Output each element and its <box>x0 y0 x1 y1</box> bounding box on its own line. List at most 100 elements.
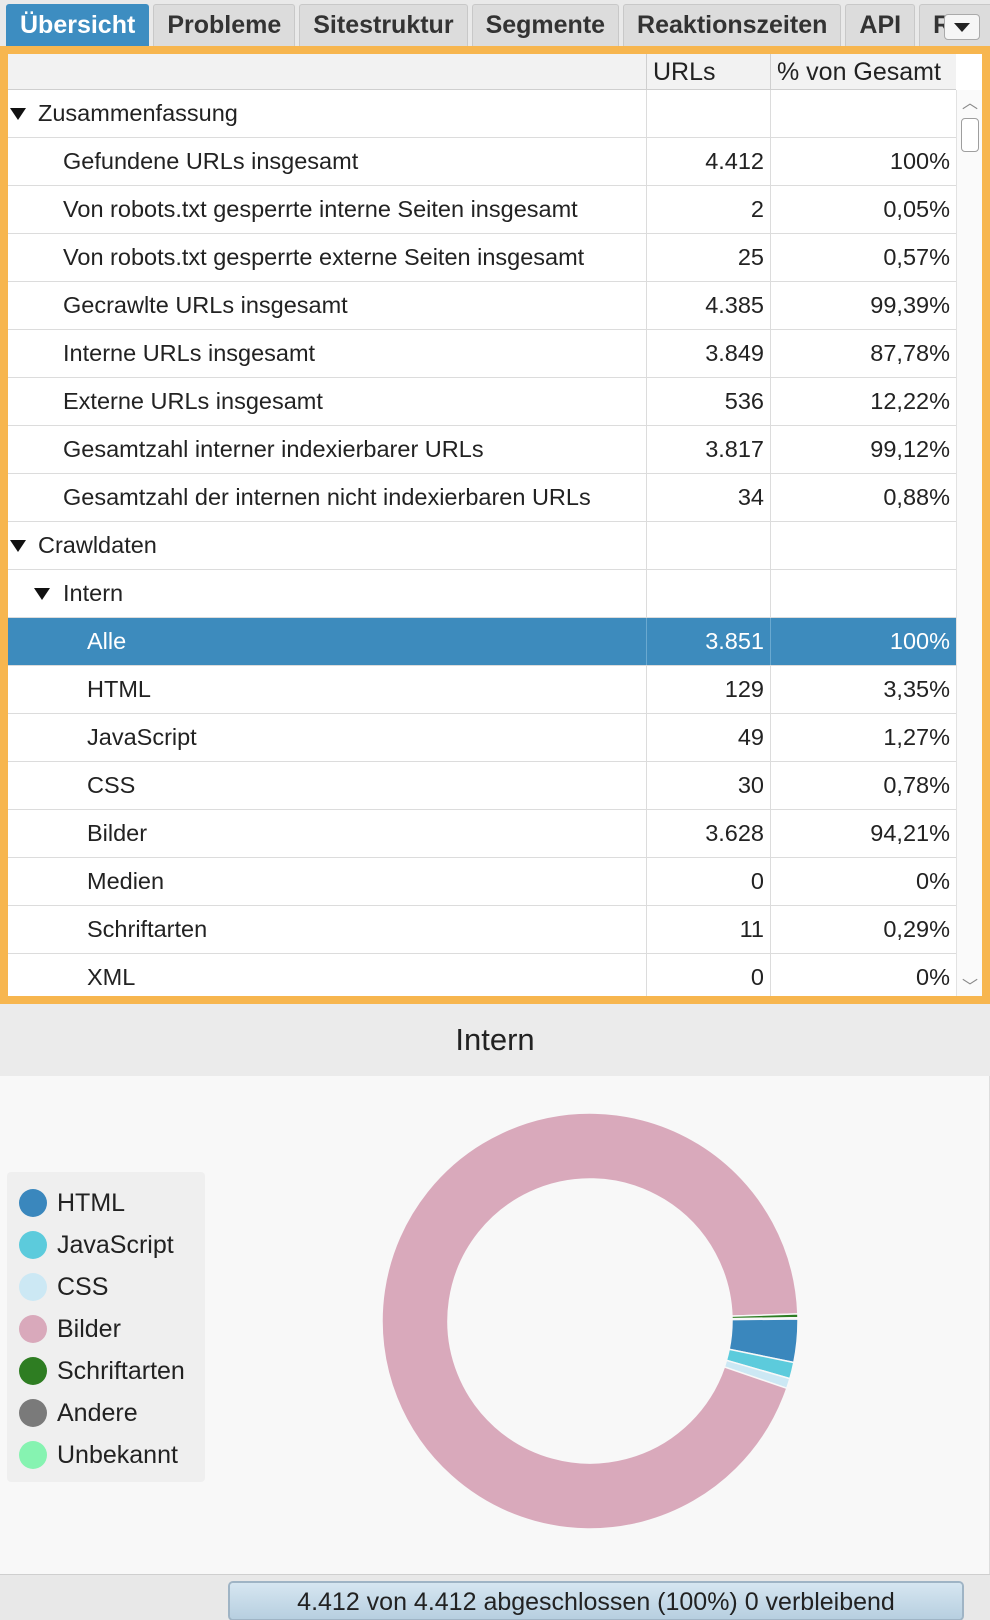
tab-reaktionszeiten[interactable]: Reaktionszeiten <box>623 4 842 46</box>
row-label: Gesamtzahl interner indexierbarer URLs <box>8 426 646 473</box>
row-label: Interne URLs insgesamt <box>8 330 646 377</box>
tab-probleme[interactable]: Probleme <box>153 4 296 46</box>
tree-group-row[interactable]: Zusammenfassung <box>8 90 956 138</box>
row-label-text: Externe URLs insgesamt <box>63 388 323 414</box>
legend-swatch <box>19 1399 47 1427</box>
expand-caret-icon[interactable] <box>10 540 26 552</box>
row-percent: 100% <box>770 138 956 185</box>
expand-caret-icon[interactable] <box>34 588 50 600</box>
legend-item[interactable]: Schriftarten <box>19 1350 205 1392</box>
table-scrollbar[interactable]: ︿ ﹀ <box>956 90 982 996</box>
tab-segmente[interactable]: Segmente <box>471 4 620 46</box>
crawl-progress-bar: 4.412 von 4.412 abgeschlossen (100%) 0 v… <box>228 1581 964 1620</box>
table-row[interactable]: JavaScript 49 1,27% <box>8 714 956 762</box>
table-row[interactable]: Interne URLs insgesamt 3.849 87,78% <box>8 330 956 378</box>
row-percent: 0,78% <box>770 762 956 809</box>
donut-chart <box>381 1112 799 1530</box>
table-row[interactable]: Gecrawlte URLs insgesamt 4.385 99,39% <box>8 282 956 330</box>
row-label: Intern <box>8 570 646 617</box>
tab-api[interactable]: API <box>845 4 916 46</box>
row-label: Alle <box>8 618 646 665</box>
tab-bar: Übersicht Probleme Sitestruktur Segmente Rea… <box>0 0 990 46</box>
legend-swatch <box>19 1273 47 1301</box>
row-label-text: JavaScript <box>87 724 197 750</box>
row-label-text: Gecrawlte URLs insgesamt <box>63 292 348 318</box>
legend-item[interactable]: Bilder <box>19 1308 205 1350</box>
donut-slice-bilder[interactable] <box>381 1112 799 1530</box>
legend-item[interactable]: JavaScript <box>19 1224 205 1266</box>
table-row[interactable]: Gesamtzahl interner indexierbarer URLs 3.… <box>8 426 956 474</box>
legend-swatch <box>19 1189 47 1217</box>
status-bar: 4.412 von 4.412 abgeschlossen (100%) 0 v… <box>0 1574 990 1620</box>
tab-sitestruktur[interactable]: Sitestruktur <box>299 4 468 46</box>
row-label: Crawldaten <box>8 522 646 569</box>
tree-group-row[interactable]: Crawldaten <box>8 522 956 570</box>
row-label: Zusammenfassung <box>8 90 646 137</box>
chart-legend: HTML JavaScript CSS Bilder Schriftarten Ander… <box>7 1172 205 1482</box>
table-row[interactable]: Schriftarten 11 0,29% <box>8 906 956 954</box>
row-percent: 0,57% <box>770 234 956 281</box>
row-label: Bilder <box>8 810 646 857</box>
progress-fill <box>230 1583 962 1619</box>
progress-text: 4.412 von 4.412 abgeschlossen (100%) 0 v… <box>297 1588 895 1616</box>
legend-label: Bilder <box>57 1314 121 1343</box>
row-urls <box>646 522 770 569</box>
row-label-text: Schriftarten <box>87 916 208 942</box>
column-header-percent[interactable]: % von Gesamt <box>770 54 956 90</box>
row-label-text: CSS <box>87 772 136 798</box>
row-percent: 1,27% <box>770 714 956 761</box>
scroll-thumb[interactable] <box>961 118 979 152</box>
row-percent: 99,12% <box>770 426 956 473</box>
scroll-down-icon[interactable]: ﹀ <box>961 979 978 996</box>
scroll-up-icon[interactable]: ︿ <box>961 95 978 112</box>
donut-slice-schriftarten[interactable] <box>731 1313 799 1320</box>
row-label-text: Bilder <box>87 820 148 846</box>
table-row[interactable]: Medien 0 0% <box>8 858 956 906</box>
row-percent: 0,29% <box>770 906 956 953</box>
legend-item[interactable]: Andere <box>19 1392 205 1434</box>
table-row[interactable]: CSS 30 0,78% <box>8 762 956 810</box>
row-label: Schriftarten <box>8 906 646 953</box>
row-percent <box>770 522 956 569</box>
row-label: HTML <box>8 666 646 713</box>
row-urls: 536 <box>646 378 770 425</box>
table-row[interactable]: XML 0 0% <box>8 954 956 996</box>
tree-group-row[interactable]: Intern <box>8 570 956 618</box>
row-label: JavaScript <box>8 714 646 761</box>
legend-item[interactable]: Unbekannt <box>19 1434 205 1476</box>
row-urls: 11 <box>646 906 770 953</box>
row-label-text: Von robots.txt gesperrte externe Seiten … <box>63 244 585 270</box>
table-row[interactable]: HTML 129 3,35% <box>8 666 956 714</box>
legend-item[interactable]: HTML <box>19 1182 205 1224</box>
row-urls: 34 <box>646 474 770 521</box>
row-urls: 4.412 <box>646 138 770 185</box>
table-row[interactable]: Gesamtzahl der internen nicht indexierba… <box>8 474 956 522</box>
table-row[interactable]: Gefundene URLs insgesamt 4.412 100% <box>8 138 956 186</box>
column-header-urls[interactable]: URLs <box>646 54 770 90</box>
row-percent: 12,22% <box>770 378 956 425</box>
legend-label: Unbekannt <box>57 1440 178 1469</box>
row-urls: 0 <box>646 858 770 905</box>
row-percent: 87,78% <box>770 330 956 377</box>
row-label-text: Interne URLs insgesamt <box>63 340 316 366</box>
row-percent: 94,21% <box>770 810 956 857</box>
row-percent: 0,05% <box>770 186 956 233</box>
row-label-text: Zusammenfassung <box>38 100 238 126</box>
table-row[interactable]: Bilder 3.628 94,21% <box>8 810 956 858</box>
table-row[interactable]: Externe URLs insgesamt 536 12,22% <box>8 378 956 426</box>
row-urls <box>646 90 770 137</box>
legend-item[interactable]: CSS <box>19 1266 205 1308</box>
tab-übersicht[interactable]: Übersicht <box>6 4 150 46</box>
row-urls: 3.851 <box>646 618 770 665</box>
table-row[interactable]: Alle 3.851 100% <box>8 618 956 666</box>
expand-caret-icon[interactable] <box>10 108 26 120</box>
table-row[interactable]: Von robots.txt gesperrte externe Seiten … <box>8 234 956 282</box>
row-label: CSS <box>8 762 646 809</box>
column-header-name[interactable] <box>8 54 646 90</box>
table-body: Zusammenfassung Gefundene URLs insgesamt 4… <box>8 90 956 996</box>
legend-label: JavaScript <box>57 1230 174 1259</box>
table-row[interactable]: Von robots.txt gesperrte interne Seiten … <box>8 186 956 234</box>
chart-area: HTML JavaScript CSS Bilder Schriftarten Ander… <box>0 1076 990 1574</box>
row-urls: 30 <box>646 762 770 809</box>
tab-overflow-button[interactable] <box>944 14 980 40</box>
